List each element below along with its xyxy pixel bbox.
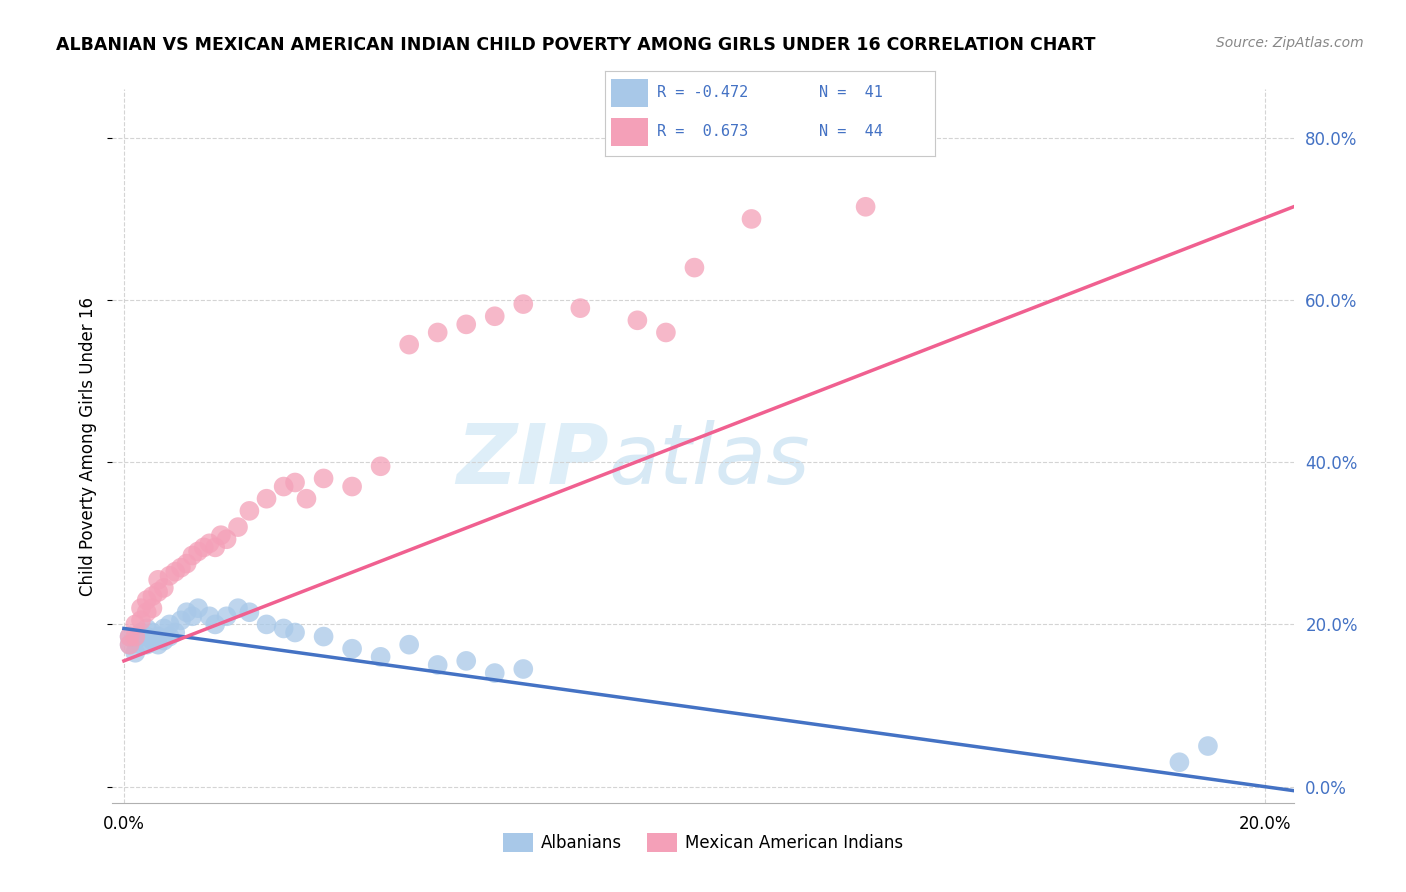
Point [118,630,141,644]
Point [312,630,335,644]
Point [273,622,295,636]
Point [456,318,478,332]
Point [124,630,146,644]
Point [165,625,187,640]
Point [569,301,592,315]
Point [141,633,163,648]
Point [141,589,163,603]
Point [129,638,152,652]
Point [153,622,176,636]
Point [215,533,238,547]
Point [398,337,420,351]
Point [159,617,181,632]
Point [193,541,215,555]
Point [146,630,169,644]
Point [215,609,238,624]
Point [370,459,392,474]
Point [135,605,157,619]
Point [484,310,506,324]
Y-axis label: Child Poverty Among Girls Under 16: Child Poverty Among Girls Under 16 [79,296,97,596]
Point [124,617,146,632]
Text: R = -0.472: R = -0.472 [658,86,749,101]
Point [176,605,198,619]
Point [855,200,877,214]
Point [256,491,278,506]
Point [256,617,278,632]
Point [141,601,163,615]
Point [118,630,141,644]
Point [141,625,163,640]
Point [146,585,169,599]
Text: ALBANIAN VS MEXICAN AMERICAN INDIAN CHILD POVERTY AMONG GIRLS UNDER 16 CORRELATI: ALBANIAN VS MEXICAN AMERICAN INDIAN CHIL… [56,36,1095,54]
Text: Source: ZipAtlas.com: Source: ZipAtlas.com [1216,36,1364,50]
Point [198,609,221,624]
Point [204,541,226,555]
Text: ZIP: ZIP [456,420,609,500]
Point [165,565,187,579]
Point [118,638,141,652]
Point [118,638,141,652]
Point [370,649,392,664]
Point [512,297,534,311]
Point [187,601,209,615]
Point [129,613,152,627]
Point [159,568,181,582]
Point [187,544,209,558]
Point [129,625,152,640]
Point [426,326,449,340]
Point [181,609,204,624]
Point [238,605,260,619]
Point [146,638,169,652]
Point [683,260,706,275]
Point [135,630,157,644]
Point [129,601,152,615]
Point [484,666,506,681]
Point [312,471,335,485]
Point [284,625,307,640]
Point [153,581,176,595]
Point [146,573,169,587]
Bar [612,118,648,146]
Point [135,638,157,652]
Point [170,613,193,627]
Point [153,633,176,648]
Point [226,520,249,534]
Point [209,528,232,542]
Text: atlas: atlas [609,420,810,500]
Text: N =  41: N = 41 [820,86,883,101]
Point [340,479,363,493]
Point [398,638,420,652]
Point [740,211,762,226]
Point [181,549,204,563]
Point [340,641,363,656]
Text: N =  44: N = 44 [820,125,883,139]
Point [176,557,198,571]
Point [124,646,146,660]
Point [135,593,157,607]
Point [456,654,478,668]
Bar [612,79,648,107]
Point [273,479,295,493]
Point [159,630,181,644]
Point [198,536,221,550]
Point [238,504,260,518]
Point [626,313,648,327]
Legend: Albanians, Mexican American Indians: Albanians, Mexican American Indians [496,826,910,859]
Text: R =  0.673: R = 0.673 [658,125,749,139]
Point [204,617,226,632]
Point [226,601,249,615]
Point [426,657,449,672]
Point [135,622,157,636]
Point [284,475,307,490]
Point [512,662,534,676]
Point [295,491,318,506]
Point [170,560,193,574]
Point [129,630,152,644]
Point [1197,739,1219,753]
Point [655,326,678,340]
Point [1168,756,1191,770]
Point [124,633,146,648]
